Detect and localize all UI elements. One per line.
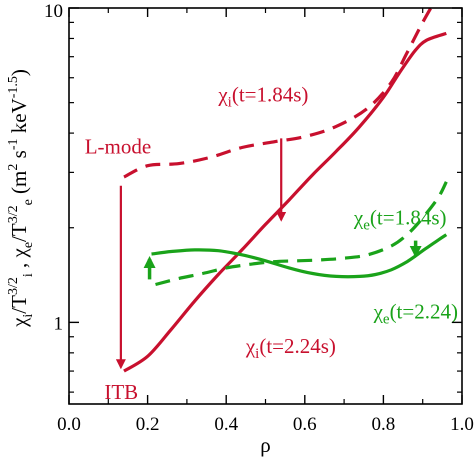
x-tick-label: 0.6	[293, 414, 317, 435]
x-tick-label: 0.0	[57, 414, 81, 435]
series-line-1	[123, 8, 433, 179]
x-tick-label: 1.0	[450, 414, 474, 435]
y-axis-label: χi/T3/2i , χe/T3/2e (m2 s-1 keV-1.5)	[6, 69, 36, 328]
annotation-chi-e-lmode: χe(t=1.84s)	[353, 205, 447, 233]
x-tick-label: 0.8	[372, 414, 396, 435]
x-axis-label: ρ	[260, 433, 270, 457]
annotation-chi-i-itb: χi(t=2.24s)	[245, 334, 336, 362]
series-line-3	[155, 181, 448, 287]
annotation-chi-e-itb: χe(t=2.24)	[373, 299, 458, 327]
arrow-layer	[115, 138, 422, 370]
annotation-layer: χi(t=1.84s) L-mode χe(t=1.84s) χe(t=2.24) χi…	[85, 82, 458, 404]
series-line-2	[123, 31, 447, 373]
annotation-itb: ITB	[104, 380, 138, 404]
y-tick-label: 10	[44, 1, 63, 22]
y-tick-label: 1	[54, 313, 64, 334]
axis-layer: 0.0 0.2 0.4 0.6 0.8 1.0 1 10	[44, 1, 474, 435]
x-tick-label: 0.4	[214, 414, 238, 435]
series-line-4	[151, 233, 448, 279]
annotation-l-mode: L-mode	[85, 134, 151, 158]
annotation-chi-i-lmode: χi(t=1.84s)	[217, 82, 308, 110]
x-tick-label: 0.2	[136, 414, 160, 435]
